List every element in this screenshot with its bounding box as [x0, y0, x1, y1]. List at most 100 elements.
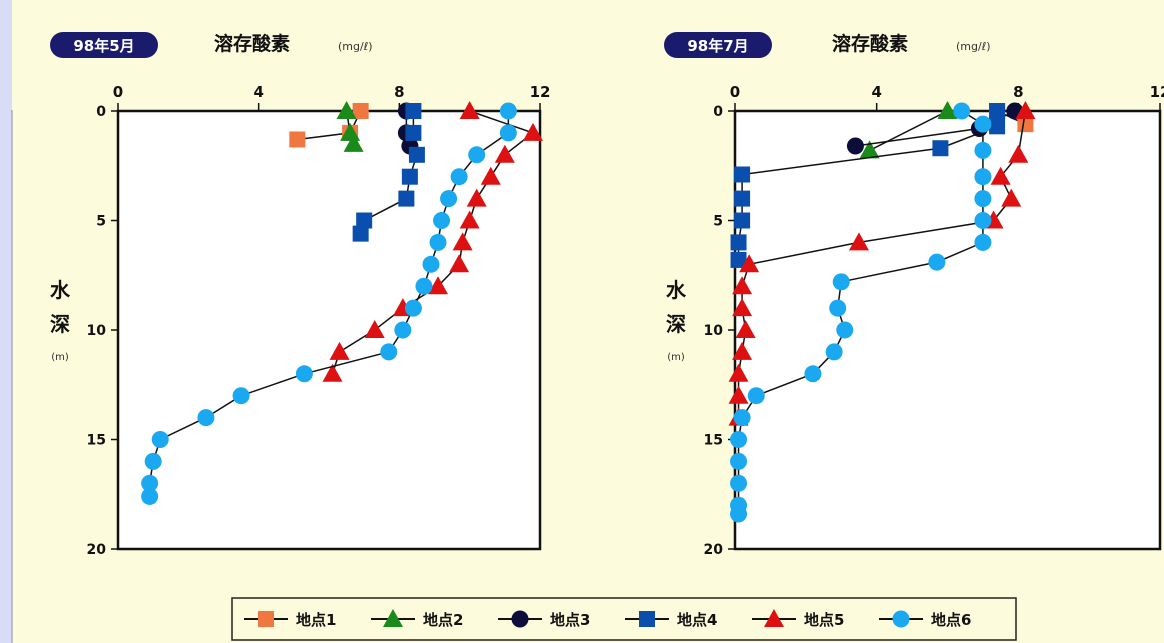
legend-items: 地点1 地点2 地点3 地点4 地点5 地点6 [244, 609, 971, 629]
series-4 [352, 103, 425, 242]
y-tick-label: 20 [704, 542, 724, 558]
data-point [1017, 116, 1034, 133]
x-tick-label: 0 [730, 83, 740, 101]
data-point [846, 137, 864, 155]
legend-label: 地点5 [804, 611, 844, 629]
data-point [433, 212, 451, 229]
y-axis-label-char: 水 [666, 278, 687, 302]
y-tick-label: 5 [96, 214, 106, 230]
date-badge-label: 98年5月 [73, 37, 134, 55]
data-point [747, 387, 765, 405]
legend: 地点1 地点2 地点3 地点4 地点5 地点6 [231, 597, 1017, 641]
data-point [380, 343, 398, 361]
y-tick-label: 0 [713, 104, 723, 120]
data-point [394, 321, 412, 339]
y-axis-label-char: 水 [50, 278, 71, 302]
y-tick-label: 10 [87, 323, 107, 339]
data-point [440, 190, 458, 208]
data-point [974, 115, 992, 133]
data-point [422, 255, 440, 273]
data-point [730, 431, 748, 448]
data-point [733, 409, 751, 427]
data-point [730, 505, 748, 523]
data-point [734, 212, 751, 229]
legend-item: 地点5 [752, 609, 844, 629]
y-axis-unit: (m) [51, 352, 69, 363]
data-point [974, 141, 992, 159]
data-point [322, 363, 343, 382]
series-6 [141, 102, 517, 505]
data-point [730, 452, 748, 470]
data-point [825, 343, 843, 361]
data-point [734, 166, 751, 183]
data-point [144, 452, 162, 470]
y-tick-label: 10 [704, 323, 724, 339]
data-point [141, 487, 159, 505]
chart-title: 溶存酸素 [214, 32, 290, 55]
chart-title-unit: (mg/ℓ) [338, 40, 373, 53]
series-2 [336, 101, 364, 152]
data-point [336, 101, 357, 119]
plot-area [116, 109, 542, 551]
data-point [730, 251, 747, 268]
data-point [449, 254, 470, 273]
data-point [468, 146, 486, 164]
data-point [739, 254, 760, 273]
data-point [452, 232, 473, 251]
data-point [732, 276, 753, 295]
data-point [953, 102, 971, 120]
y-axis-label-char: 深 [50, 312, 70, 336]
data-point [364, 320, 385, 338]
data-point [404, 299, 422, 317]
data-point [450, 168, 468, 186]
x-tick-label: 12 [1150, 83, 1164, 101]
legend-label: 地点3 [550, 611, 590, 629]
data-point [352, 225, 369, 242]
legend-item: 地点1 [244, 611, 336, 629]
legend-label: 地点2 [423, 611, 463, 629]
data-point [499, 102, 517, 120]
data-point [974, 190, 992, 208]
date-badge-label: 98年7月 [687, 37, 748, 55]
legend-item: 地点6 [879, 610, 971, 629]
data-point [732, 341, 753, 360]
legend-label: 地点6 [931, 611, 971, 629]
data-point [974, 212, 992, 229]
plot-area [733, 109, 1162, 551]
data-point [848, 232, 869, 251]
data-point [804, 365, 822, 383]
series-6 [730, 102, 992, 523]
data-point [428, 276, 449, 295]
data-point [989, 118, 1006, 135]
y-axis-label-char: 深 [666, 312, 686, 336]
data-point [730, 474, 748, 492]
data-point [732, 298, 753, 317]
data-point [735, 320, 756, 338]
data-point [415, 277, 433, 295]
data-point [1001, 188, 1022, 207]
chart-title: 溶存酸素 [832, 32, 908, 55]
data-point [352, 103, 369, 119]
data-point [141, 474, 159, 492]
legend-marker [639, 611, 655, 627]
data-point [728, 385, 749, 404]
data-point [466, 188, 487, 207]
data-point [459, 210, 480, 229]
data-point [1015, 101, 1036, 119]
data-point [405, 103, 422, 119]
data-point [937, 101, 958, 119]
legend-marker [892, 610, 910, 628]
chart-title-unit: (mg/ℓ) [956, 40, 991, 53]
data-point [522, 122, 543, 141]
x-tick-label: 4 [871, 83, 881, 101]
y-tick-label: 5 [713, 214, 723, 230]
data-point [829, 299, 847, 317]
data-point [429, 233, 447, 251]
y-tick-label: 20 [87, 542, 107, 558]
legend-label: 地点4 [677, 611, 717, 629]
data-point [480, 166, 501, 185]
data-point [990, 166, 1011, 185]
date-badge [50, 32, 158, 58]
y-tick-label: 0 [96, 104, 106, 120]
